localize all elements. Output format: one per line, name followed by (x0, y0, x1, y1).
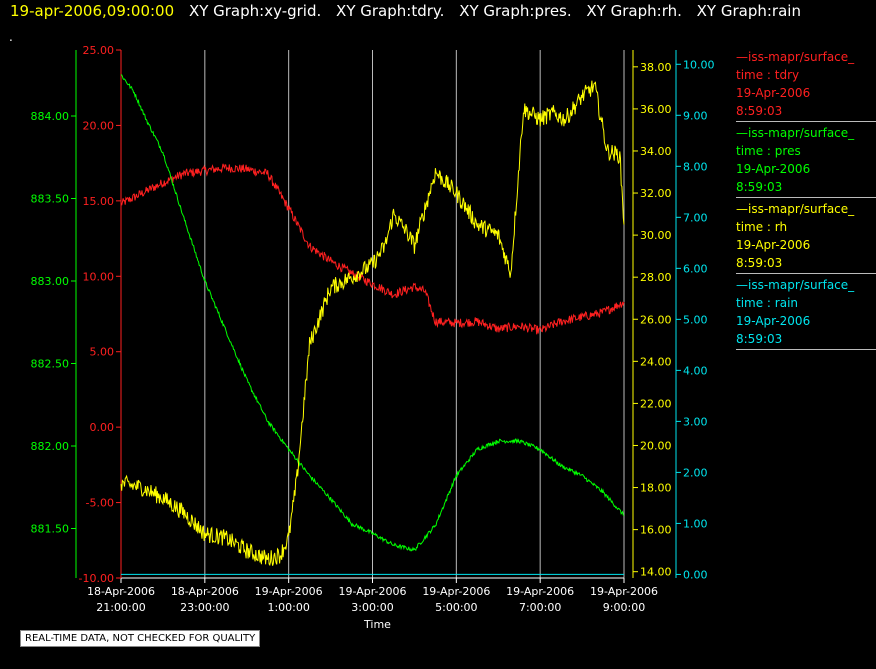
y-tick-label-rh: 28.00 (640, 271, 672, 284)
y-tick-label-rh: 36.00 (640, 103, 672, 116)
legend-time: 8:59:03 (736, 180, 783, 194)
y-tick-label-pres: 882.50 (31, 358, 70, 371)
y-tick-label-rain: 10.00 (683, 58, 715, 71)
status-dot: . (9, 30, 13, 44)
y-tick-label-tdry: 0.00 (90, 421, 115, 434)
y-tick-label-rh: 34.00 (640, 145, 672, 158)
y-tick-label-rain: 2.00 (683, 466, 708, 479)
x-tick-label: 9:00:00 (603, 601, 645, 614)
x-tick-label: 23:00:00 (180, 601, 229, 614)
legend-variable: time : rain (736, 296, 799, 310)
x-tick-label: 19-Apr-2006 (255, 585, 323, 598)
legend-entry-pres[interactable]: —iss-mapr/surface_ time : pres 19-Apr-20… (736, 124, 876, 198)
x-tick-label: 5:00:00 (435, 601, 477, 614)
x-tick-label: 3:00:00 (351, 601, 393, 614)
y-tick-label-tdry: 20.00 (83, 119, 115, 132)
graph-name-pres[interactable]: XY Graph:pres. (459, 2, 572, 20)
legend-date: 19-Apr-2006 (736, 86, 811, 100)
legend-time: 8:59:03 (736, 332, 783, 346)
y-tick-label-pres: 883.50 (31, 193, 70, 206)
legend-source: —iss-mapr/surface_ (736, 126, 855, 140)
y-tick-label-rh: 20.00 (640, 439, 672, 452)
y-tick-label-pres: 884.00 (31, 110, 70, 123)
y-tick-label-tdry: -5.00 (86, 497, 114, 510)
legend-entry-rain[interactable]: —iss-mapr/surface_ time : rain 19-Apr-20… (736, 276, 876, 350)
y-tick-label-tdry: 15.00 (83, 195, 115, 208)
legend-source: —iss-mapr/surface_ (736, 50, 855, 64)
legend-source: —iss-mapr/surface_ (736, 278, 855, 292)
y-tick-label-pres: 881.50 (31, 523, 70, 536)
x-tick-label: 18-Apr-2006 (87, 585, 155, 598)
y-tick-label-rain: 3.00 (683, 415, 708, 428)
graph-name-rh[interactable]: XY Graph:rh. (586, 2, 682, 20)
x-tick-label: 19-Apr-2006 (338, 585, 406, 598)
x-tick-label: 7:00:00 (519, 601, 561, 614)
x-tick-label: 19-Apr-2006 (422, 585, 490, 598)
legend-date: 19-Apr-2006 (736, 162, 811, 176)
legend-date: 19-Apr-2006 (736, 238, 811, 252)
x-tick-label: 19-Apr-2006 (590, 585, 658, 598)
y-tick-label-rain: 9.00 (683, 109, 708, 122)
x-tick-label: 19-Apr-2006 (506, 585, 574, 598)
y-tick-label-rain: 7.00 (683, 211, 708, 224)
legend-entry-tdry[interactable]: —iss-mapr/surface_ time : tdry 19-Apr-20… (736, 48, 876, 122)
series-line-rh (120, 80, 625, 567)
y-tick-label-tdry: 25.00 (83, 44, 115, 57)
y-tick-label-tdry: -10.00 (79, 572, 114, 585)
legend-time: 8:59:03 (736, 104, 783, 118)
y-tick-label-rh: 22.00 (640, 397, 672, 410)
y-tick-label-rh: 26.00 (640, 313, 672, 326)
quality-notice: REAL-TIME DATA, NOT CHECKED FOR QUALITY (20, 630, 261, 647)
y-tick-label-rain: 0.00 (683, 568, 708, 581)
y-tick-label-rain: 6.00 (683, 262, 708, 275)
legend-time: 8:59:03 (736, 256, 783, 270)
legend-variable: time : pres (736, 144, 801, 158)
legend-date: 19-Apr-2006 (736, 314, 811, 328)
y-tick-label-rh: 18.00 (640, 482, 672, 495)
series-line-tdry (120, 163, 625, 335)
legend: —iss-mapr/surface_ time : tdry 19-Apr-20… (736, 48, 876, 352)
y-tick-label-rh: 24.00 (640, 355, 672, 368)
y-tick-label-tdry: 10.00 (83, 270, 115, 283)
y-tick-label-tdry: 5.00 (90, 346, 115, 359)
legend-variable: time : rh (736, 220, 788, 234)
y-tick-label-rh: 32.00 (640, 187, 672, 200)
graph-name-xy-grid[interactable]: XY Graph:xy-grid. (188, 2, 322, 20)
graph-header: 19-apr-2006,09:00:00 XY Graph:xy-grid. X… (10, 2, 801, 20)
x-tick-label: 1:00:00 (267, 601, 309, 614)
y-tick-label-rain: 5.00 (683, 313, 708, 326)
header-datetime: 19-apr-2006,09:00:00 (10, 2, 175, 20)
y-tick-label-rh: 16.00 (640, 524, 672, 537)
graph-name-rain[interactable]: XY Graph:rain (696, 2, 801, 20)
legend-source: —iss-mapr/surface_ (736, 202, 855, 216)
y-tick-label-rh: 30.00 (640, 229, 672, 242)
y-tick-label-rain: 4.00 (683, 364, 708, 377)
series-line-pres (120, 74, 625, 552)
y-tick-label-rain: 1.00 (683, 517, 708, 530)
legend-variable: time : tdry (736, 68, 800, 82)
y-tick-label-pres: 882.00 (31, 440, 70, 453)
y-tick-label-pres: 883.00 (31, 275, 70, 288)
legend-entry-rh[interactable]: —iss-mapr/surface_ time : rh 19-Apr-2006… (736, 200, 876, 274)
y-tick-label-rain: 8.00 (683, 160, 708, 173)
x-tick-label: 21:00:00 (96, 601, 145, 614)
x-axis-label: Time (363, 618, 391, 631)
y-tick-label-rh: 38.00 (640, 61, 672, 74)
x-tick-label: 18-Apr-2006 (171, 585, 239, 598)
y-tick-label-rh: 14.00 (640, 566, 672, 579)
graph-name-tdry[interactable]: XY Graph:tdry. (336, 2, 445, 20)
